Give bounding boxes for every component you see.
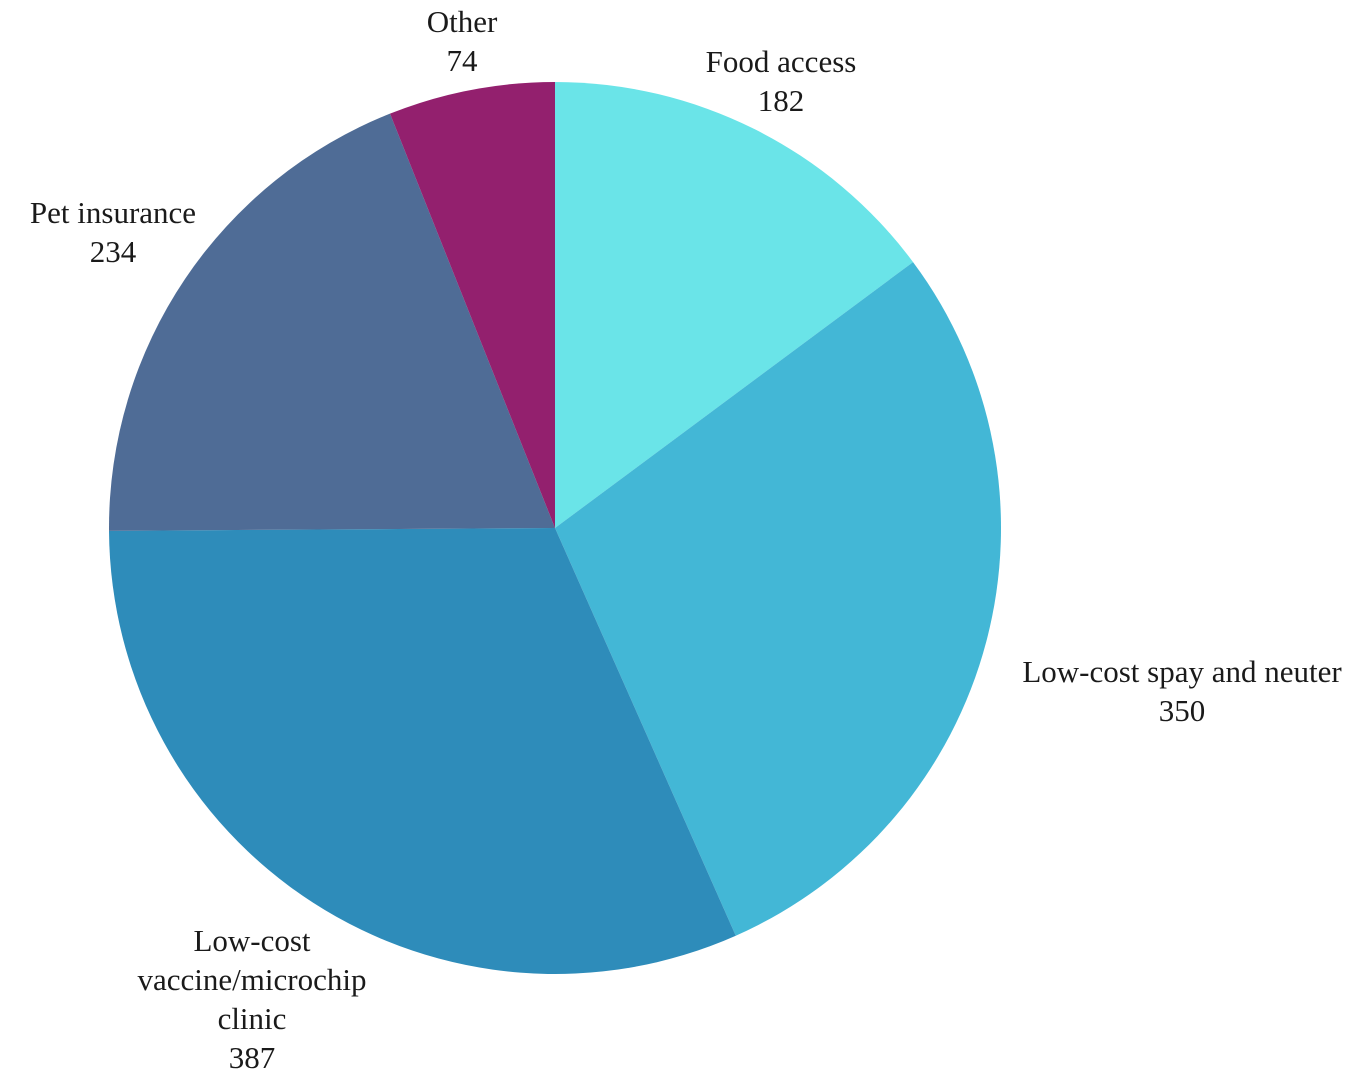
- pie-slice-other: [390, 82, 555, 528]
- pie-slice-food-access: [555, 82, 914, 528]
- data-label-category-low-cost-vaccine-microchip-clinic: Low-cost: [193, 923, 310, 958]
- pie-slice-low-cost-vaccine-microchip-clinic: [109, 528, 736, 974]
- data-label-value-low-cost-spay-and-neuter: 350: [1159, 693, 1206, 728]
- data-label-category-pet-insurance: Pet insurance: [30, 195, 196, 230]
- data-label-category-food-access: Food access: [706, 44, 857, 79]
- data-label-value-pet-insurance: 234: [90, 234, 137, 269]
- data-label-value-low-cost-vaccine-microchip-clinic: 387: [229, 1040, 276, 1074]
- data-label-category-other: Other: [427, 4, 498, 39]
- data-label-value-food-access: 182: [758, 83, 805, 118]
- data-label-category-low-cost-vaccine-microchip-clinic: clinic: [218, 1001, 287, 1036]
- data-label-category-low-cost-spay-and-neuter: Low-cost spay and neuter: [1022, 654, 1342, 689]
- pie-slice-pet-insurance: [109, 113, 555, 531]
- pie-slice-low-cost-spay-and-neuter: [555, 262, 1001, 936]
- data-label-category-low-cost-vaccine-microchip-clinic: vaccine/microchip: [138, 962, 367, 997]
- data-label-value-other: 74: [447, 43, 479, 78]
